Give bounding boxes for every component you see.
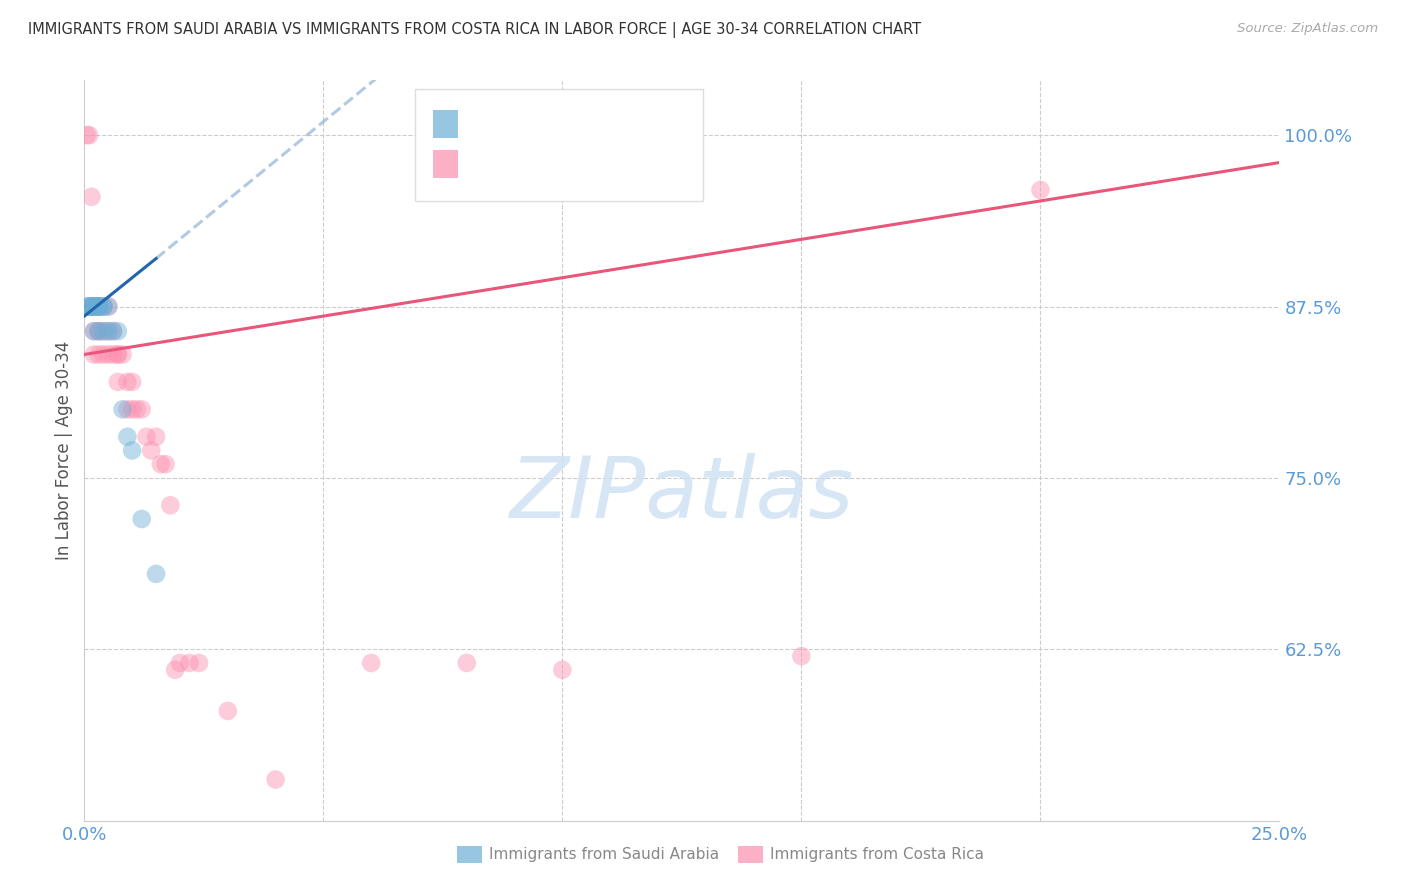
Point: [456, 656, 478, 670]
Point: [360, 656, 382, 670]
Point: [145, 430, 167, 444]
Text: Source: ZipAtlas.com: Source: ZipAtlas.com: [1237, 22, 1378, 36]
Point: [83, 300, 105, 314]
Point: [107, 347, 129, 361]
Text: Immigrants from Costa Rica: Immigrants from Costa Rica: [770, 847, 984, 862]
Point: [790, 649, 813, 664]
Point: [93, 347, 115, 361]
Point: [83, 300, 105, 314]
Point: [551, 663, 574, 677]
Point: [107, 375, 129, 389]
Point: [87, 300, 110, 314]
Point: [97, 300, 120, 314]
Point: [125, 402, 148, 417]
Point: [149, 457, 172, 471]
Point: [169, 656, 191, 670]
Point: [87, 324, 110, 338]
Point: [1029, 183, 1052, 197]
Text: R = 0.337   N = 28: R = 0.337 N = 28: [470, 114, 654, 132]
Point: [117, 430, 139, 444]
Point: [121, 443, 143, 458]
Point: [217, 704, 239, 718]
Point: [87, 300, 110, 314]
Point: [80, 190, 103, 204]
Point: [93, 300, 115, 314]
Point: [101, 324, 124, 338]
Point: [87, 300, 110, 314]
Point: [83, 324, 105, 338]
Point: [264, 772, 287, 787]
Point: [83, 300, 105, 314]
Point: [165, 663, 187, 677]
Point: [87, 324, 110, 338]
Point: [83, 324, 105, 338]
Point: [97, 347, 120, 361]
Point: [131, 402, 153, 417]
Point: [97, 324, 120, 338]
Point: [77, 300, 100, 314]
Point: [188, 656, 211, 670]
Text: Immigrants from Saudi Arabia: Immigrants from Saudi Arabia: [489, 847, 720, 862]
Point: [159, 498, 181, 512]
Point: [87, 324, 110, 338]
Point: [155, 457, 177, 471]
Point: [131, 512, 153, 526]
Point: [87, 300, 110, 314]
Point: [83, 300, 105, 314]
Point: [179, 656, 201, 670]
Point: [97, 300, 120, 314]
Point: [76, 300, 98, 314]
Point: [145, 566, 167, 581]
Point: [97, 324, 120, 338]
Point: [77, 300, 100, 314]
Point: [76, 128, 98, 142]
Point: [101, 324, 124, 338]
Text: IMMIGRANTS FROM SAUDI ARABIA VS IMMIGRANTS FROM COSTA RICA IN LABOR FORCE | AGE : IMMIGRANTS FROM SAUDI ARABIA VS IMMIGRAN…: [28, 22, 921, 38]
Point: [80, 300, 103, 314]
Point: [107, 347, 129, 361]
Point: [87, 300, 110, 314]
Point: [80, 300, 103, 314]
Point: [141, 443, 163, 458]
Point: [111, 402, 134, 417]
Point: [83, 300, 105, 314]
Point: [117, 375, 139, 389]
Point: [83, 347, 105, 361]
Point: [93, 324, 115, 338]
Point: [83, 300, 105, 314]
Point: [107, 324, 129, 338]
Point: [101, 347, 124, 361]
Point: [87, 347, 110, 361]
Text: ZIPatlas: ZIPatlas: [510, 453, 853, 536]
Point: [121, 402, 143, 417]
Text: R = 0.202   N = 47: R = 0.202 N = 47: [470, 154, 654, 172]
Point: [93, 300, 115, 314]
Point: [121, 375, 143, 389]
Point: [77, 300, 100, 314]
Point: [111, 347, 134, 361]
Point: [93, 324, 115, 338]
Point: [93, 300, 115, 314]
Point: [87, 300, 110, 314]
Y-axis label: In Labor Force | Age 30-34: In Labor Force | Age 30-34: [55, 341, 73, 560]
Point: [135, 430, 157, 444]
Point: [77, 128, 100, 142]
Point: [117, 402, 139, 417]
